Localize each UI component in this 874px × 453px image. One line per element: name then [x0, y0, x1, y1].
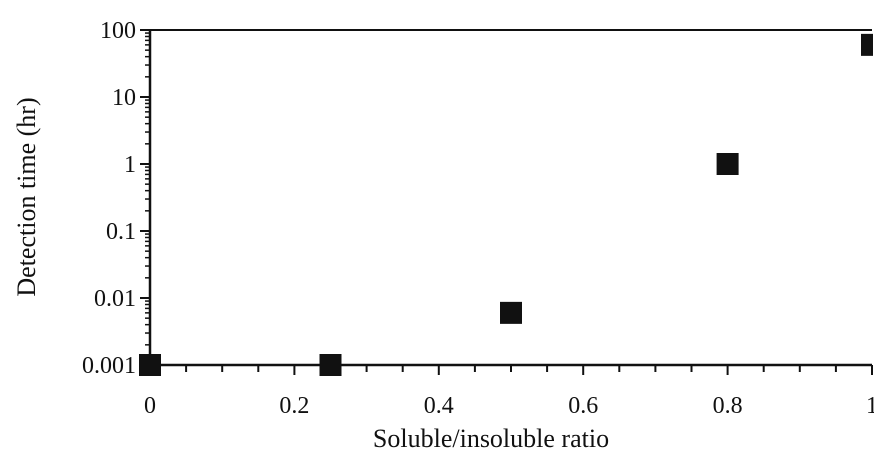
y-tick-label: 0.001: [82, 353, 136, 379]
x-tick-label: 1: [866, 393, 874, 419]
y-tick-label: 100: [100, 18, 136, 44]
data-point: [139, 354, 161, 376]
x-tick-label: 0: [144, 393, 156, 419]
x-axis-title: Soluble/insoluble ratio: [373, 424, 609, 453]
x-tick-label: 0.4: [424, 393, 454, 419]
y-tick-label: 1: [124, 152, 136, 178]
y-tick-label: 10: [112, 85, 136, 111]
data-points: [139, 33, 873, 376]
data-point: [716, 153, 739, 175]
y-axis-ticks: 0.001 0.01 0.1 1 10 100: [82, 18, 150, 379]
x-axis-ticks: 0 0.2 0.4 0.6 0.8 1: [144, 365, 874, 419]
data-point: [861, 33, 873, 56]
data-point: [500, 301, 522, 324]
x-tick-label: 0.2: [279, 393, 309, 419]
y-axis-title: Detection time (hr): [12, 97, 41, 296]
data-point: [319, 354, 342, 376]
y-tick-label: 0.01: [94, 286, 136, 312]
y-tick-label: 0.1: [106, 219, 136, 245]
x-tick-label: 0.8: [713, 393, 743, 419]
x-tick-label: 0.6: [568, 393, 598, 419]
